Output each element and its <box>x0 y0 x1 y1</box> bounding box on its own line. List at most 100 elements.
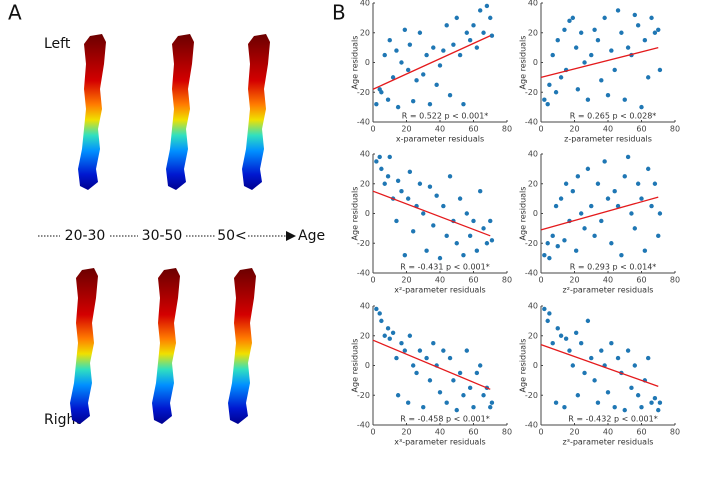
point <box>411 363 416 368</box>
point <box>421 72 426 77</box>
y-axis-label: Age residuals <box>519 187 528 241</box>
point <box>625 348 631 353</box>
arrow-label: Age <box>298 228 325 244</box>
point <box>635 181 641 186</box>
point <box>615 203 621 209</box>
point <box>639 404 644 410</box>
point <box>602 15 607 21</box>
point <box>553 90 559 95</box>
point <box>639 196 644 201</box>
point <box>589 52 594 58</box>
point <box>570 363 576 368</box>
point <box>424 248 429 253</box>
point <box>573 45 579 50</box>
point <box>467 385 473 391</box>
x-tick-label: 0 <box>370 276 375 285</box>
x-tick-label: 60 <box>636 428 646 437</box>
point <box>427 101 433 107</box>
point <box>457 196 463 201</box>
point <box>478 188 483 194</box>
point <box>542 306 547 312</box>
x-tick-label: 40 <box>603 276 613 285</box>
x-tick-label: 60 <box>468 276 478 285</box>
point <box>489 400 495 405</box>
point <box>379 90 384 95</box>
point <box>441 203 446 209</box>
y-tick-label: -20 <box>357 88 370 97</box>
point <box>575 393 581 398</box>
point <box>471 218 476 224</box>
point <box>652 30 658 35</box>
y-axis-label: Age residuals <box>351 339 360 393</box>
point <box>547 311 552 316</box>
point <box>484 241 490 246</box>
point <box>395 178 401 183</box>
x-tick-label: 20 <box>401 125 411 134</box>
point <box>592 233 597 239</box>
point <box>632 363 637 368</box>
panel-label: B <box>332 1 346 25</box>
point <box>489 33 495 38</box>
point <box>478 8 483 13</box>
x-axis-label: x²-parameter residuals <box>394 286 485 295</box>
x-tick-label: 0 <box>370 125 375 134</box>
y-tick-label: -40 <box>525 269 538 278</box>
point <box>555 37 560 43</box>
point <box>555 326 560 331</box>
y-tick-label: 0 <box>365 209 370 218</box>
point <box>595 181 601 186</box>
point <box>562 27 567 32</box>
point <box>379 166 384 172</box>
point <box>567 348 572 353</box>
point <box>649 15 654 21</box>
point <box>467 233 473 239</box>
fit-line <box>372 35 491 90</box>
panel-label: A <box>8 1 22 25</box>
y-tick-label: 0 <box>533 209 538 218</box>
point <box>579 340 584 346</box>
point <box>635 23 641 28</box>
point <box>464 211 469 216</box>
point <box>399 188 404 194</box>
point <box>471 23 476 28</box>
point <box>441 348 446 353</box>
point <box>550 52 555 58</box>
point <box>558 75 564 80</box>
point <box>407 333 413 338</box>
y-tick-label: -20 <box>525 88 538 97</box>
point <box>394 48 399 53</box>
point <box>399 60 404 65</box>
point <box>377 311 382 316</box>
point <box>431 340 436 346</box>
point <box>558 196 564 201</box>
point <box>417 348 423 353</box>
point <box>431 45 436 50</box>
point <box>632 12 637 18</box>
point <box>451 378 456 383</box>
y-tick-label: -40 <box>357 269 370 278</box>
point <box>646 166 651 172</box>
point <box>619 252 624 258</box>
point <box>394 218 399 224</box>
point <box>592 27 597 32</box>
point <box>545 101 550 107</box>
y-axis-label: Age residuals <box>519 36 528 90</box>
age-arrow <box>38 231 296 241</box>
point <box>609 48 614 53</box>
point <box>417 30 423 35</box>
point <box>395 393 401 398</box>
point <box>553 400 559 405</box>
point <box>582 226 587 231</box>
point <box>467 37 473 43</box>
point <box>657 211 663 216</box>
point <box>567 18 572 24</box>
point <box>478 363 483 368</box>
point <box>563 181 569 186</box>
point <box>605 390 611 395</box>
y-tick-label: 20 <box>360 179 370 188</box>
y-tick-label: 20 <box>528 179 538 188</box>
point <box>402 252 408 258</box>
y-axis-label: Age residuals <box>519 339 528 393</box>
point <box>464 348 469 353</box>
y-tick-label: 20 <box>360 28 370 37</box>
